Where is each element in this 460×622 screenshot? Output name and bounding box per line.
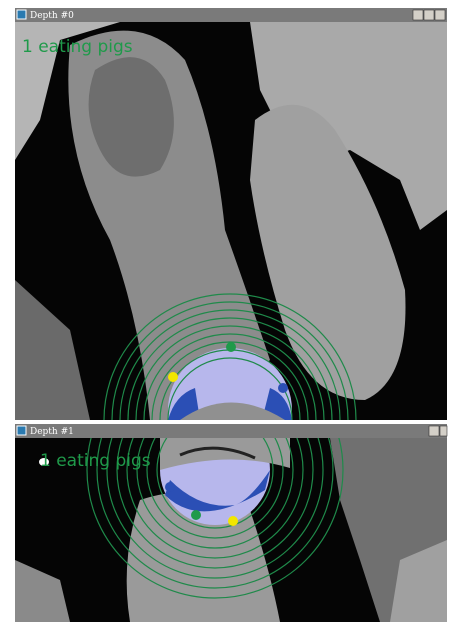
window-icon bbox=[16, 9, 27, 20]
depth-view: 1 eating pigs bbox=[15, 22, 447, 420]
depth-view: 1 eating pigs bbox=[15, 438, 447, 622]
minimize-button[interactable] bbox=[428, 425, 440, 437]
maximize-button[interactable] bbox=[439, 425, 448, 437]
blue-marker bbox=[278, 383, 288, 393]
yellow-marker bbox=[168, 372, 178, 382]
minimize-button[interactable] bbox=[412, 9, 424, 21]
window-depth-0: Depth #0 1 ea bbox=[15, 8, 447, 420]
yellow-marker bbox=[228, 516, 238, 526]
blue-marker bbox=[165, 482, 175, 492]
window-icon bbox=[16, 425, 27, 436]
close-button[interactable] bbox=[434, 9, 446, 21]
window-title: Depth #1 bbox=[30, 427, 74, 437]
green-marker bbox=[191, 510, 201, 520]
green-marker bbox=[226, 342, 236, 352]
title-bar bbox=[15, 8, 447, 22]
maximize-button[interactable] bbox=[423, 9, 435, 21]
window-depth-1: Depth #1 1 eating pigs bbox=[15, 424, 448, 622]
overlay-label: 1 eating pigs bbox=[22, 37, 133, 57]
overlay-label: 1 eating pigs bbox=[40, 451, 151, 471]
window-title: Depth #0 bbox=[30, 11, 74, 21]
title-bar bbox=[15, 424, 447, 438]
